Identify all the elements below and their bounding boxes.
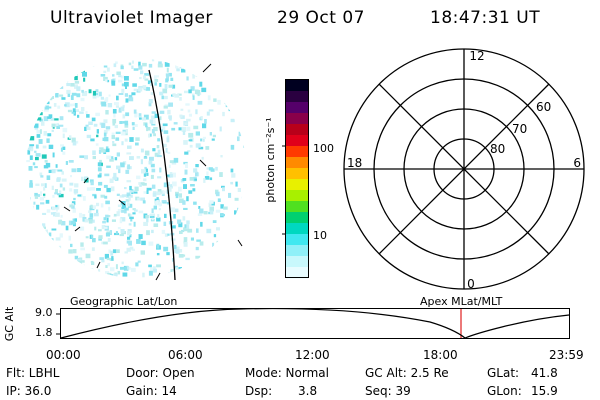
y-tick-1.8: 1.8 (35, 326, 53, 339)
gain-info: Gain: 14 (126, 384, 177, 398)
image-time: 18:47:31 UT (430, 8, 541, 28)
mlt-label-18: 18 (347, 156, 362, 170)
mlt-label-12: 12 (469, 49, 484, 63)
glat-label: GLat: (487, 366, 520, 380)
timeline-y-label: GC Alt (3, 306, 16, 341)
dsp-value: 3.8 (298, 384, 318, 398)
colorbar: photon cm⁻²s⁻¹ (264, 79, 309, 279)
filter-info: Flt: LBHL (6, 366, 60, 380)
door-info: Door: Open (126, 366, 195, 380)
colorbar-gradient (286, 80, 308, 279)
glon-label: GLon: (487, 384, 522, 398)
timeline-left-title: Geographic Lat/Lon (70, 295, 178, 308)
ip-info: IP: 36.0 (6, 384, 52, 398)
gcalt-info: GC Alt: 2.5 Re (365, 366, 449, 380)
instrument-title: Ultraviolet Imager (50, 8, 213, 28)
polar-mlt-grid: 12 18 6 0 60 70 80 (343, 48, 585, 291)
x-tick-0600: 06:00 (168, 348, 203, 362)
x-tick-0000: 00:00 (46, 348, 81, 362)
timeline-right-title: Apex MLat/MLT (420, 295, 503, 308)
auroral-image-pixels (26, 58, 246, 278)
colorbar-tick-100: 100 (313, 142, 334, 155)
lat-label-80: 80 (490, 142, 505, 156)
diagonal-b (378, 83, 550, 255)
mode-info: Mode: Normal (245, 366, 329, 380)
x-tick-1800: 18:00 (423, 348, 458, 362)
x-tick-2359: 23:59 (549, 348, 584, 362)
lat-label-70: 70 (512, 122, 527, 136)
lat-label-60: 60 (536, 100, 551, 114)
x-tick-1200: 12:00 (295, 348, 330, 362)
orbit-altitude-plot: GC Alt (3, 306, 570, 341)
glat-value: 41.8 (531, 366, 558, 380)
image-date: 29 Oct 07 (277, 8, 365, 28)
limb-ticks (63, 63, 243, 281)
mlt-label-0: 0 (467, 277, 475, 291)
y-tick-9: 9.0 (35, 306, 53, 319)
dsp-label: Dsp: (245, 384, 273, 398)
auroral-image (26, 58, 246, 281)
terminator-line (148, 69, 176, 281)
colorbar-unit-label: photon cm⁻²s⁻¹ (264, 117, 277, 202)
colorbar-tick-10: 10 (313, 229, 327, 242)
seq-info: Seq: 39 (365, 384, 411, 398)
altitude-curve (60, 307, 570, 339)
mlt-label-6: 6 (573, 156, 581, 170)
glon-value: 15.9 (531, 384, 558, 398)
